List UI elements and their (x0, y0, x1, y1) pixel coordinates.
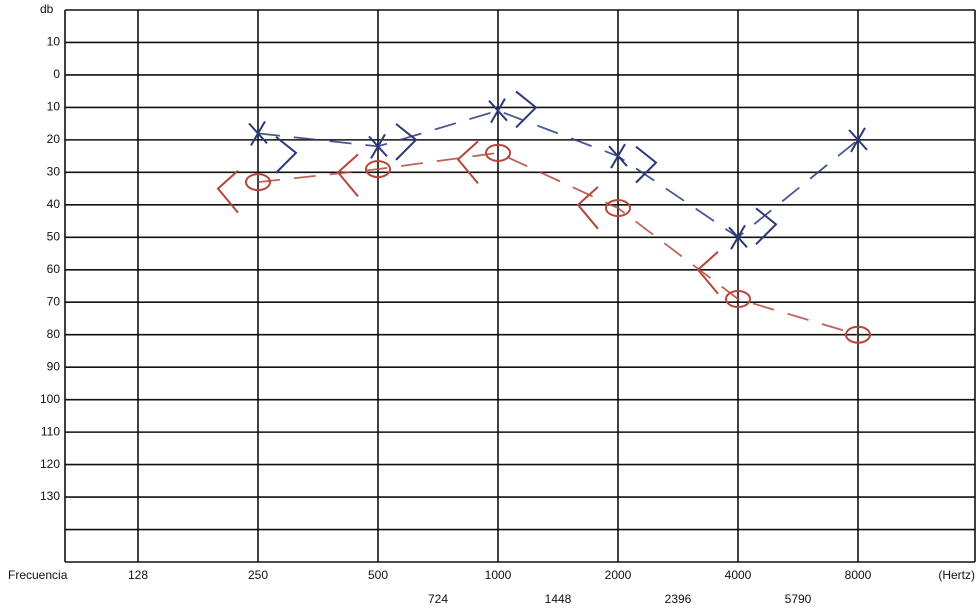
x-tick-label: 1000 (485, 568, 512, 582)
x-tick-label: 8000 (845, 568, 872, 582)
air-line (257, 109, 859, 239)
x-tick-label: 4000 (725, 568, 752, 582)
marker-circle (365, 160, 391, 179)
marker-bone-right (216, 169, 239, 214)
marker-circle (845, 325, 871, 344)
y-tick-label: 110 (41, 424, 60, 438)
x-tick-label-secondary: 1448 (545, 592, 572, 606)
marker-bone-left (635, 145, 658, 184)
y-tick-label: 100 (40, 392, 60, 406)
marker-bone-left (755, 207, 778, 246)
y-axis-label: db (40, 2, 54, 16)
marker-circle (485, 143, 511, 162)
x-tick-label: 2000 (605, 568, 632, 582)
marker-circle (725, 289, 751, 308)
marker-circle (245, 173, 271, 192)
marker-x (728, 224, 748, 250)
marker-bone-right (336, 153, 359, 197)
marker-bone-left (395, 123, 418, 161)
marker-x (848, 127, 868, 153)
marker-bone-right (696, 251, 719, 295)
y-tick-label: 10 (47, 35, 61, 49)
marker-x (368, 133, 388, 159)
marker-x (248, 120, 268, 146)
y-tick-label: 0 (53, 67, 60, 81)
x-tick-label-secondary: 5790 (785, 592, 812, 606)
x-tick-label: 250 (248, 568, 268, 582)
y-tick-label: 50 (47, 229, 61, 243)
x-axis-label: Frecuencia (8, 568, 68, 582)
marker-bone-right (576, 186, 599, 230)
marker-bone-left (515, 90, 538, 129)
x-tick-label-secondary: 724 (428, 592, 448, 606)
y-tick-label: 30 (47, 165, 61, 179)
y-tick-label: 120 (40, 457, 60, 471)
x-axis-unit: (Hertz) (938, 568, 975, 582)
y-tick-label: 80 (47, 327, 61, 341)
marker-bone-left (275, 136, 298, 174)
y-tick-label: 70 (47, 294, 61, 308)
marker-circle (605, 199, 631, 218)
y-tick-label: 90 (47, 359, 61, 373)
x-tick-label: 128 (128, 568, 148, 582)
y-tick-label: 20 (47, 132, 61, 146)
y-tick-label: 10 (47, 100, 61, 114)
marker-x (488, 98, 508, 124)
air-line (257, 151, 859, 336)
marker-x (608, 143, 628, 169)
y-tick-label: 60 (47, 262, 61, 276)
marker-bone-right (456, 140, 479, 185)
x-tick-label-secondary: 2396 (665, 592, 692, 606)
y-tick-label: 130 (40, 489, 60, 503)
x-tick-label: 500 (368, 568, 388, 582)
y-tick-label: 40 (47, 197, 61, 211)
